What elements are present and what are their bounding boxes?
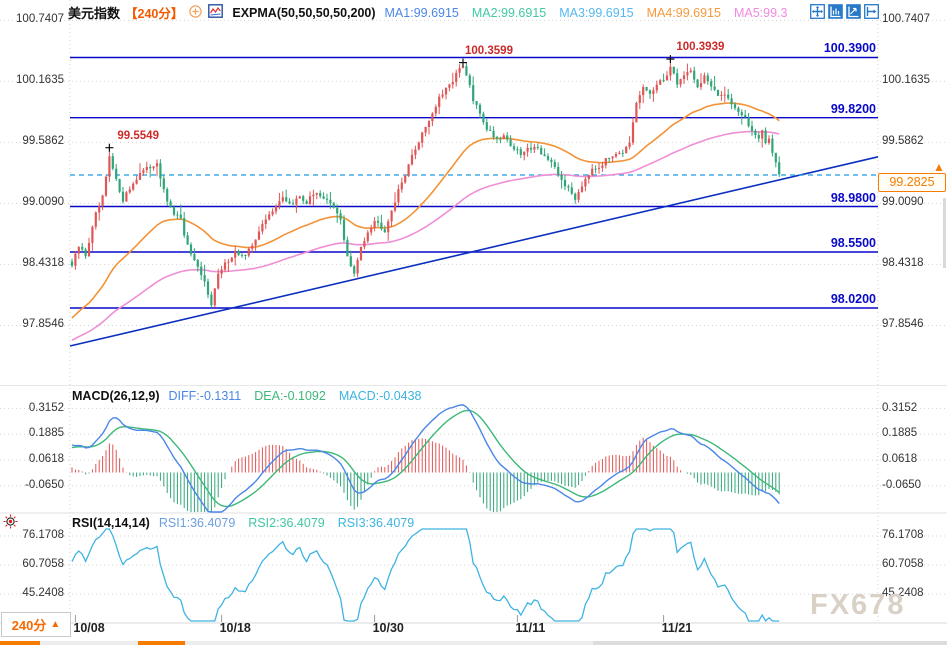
level-price-label: 98.0200 — [830, 291, 876, 306]
sun-icon[interactable] — [3, 514, 18, 534]
ma-value-label: MA4:99.6915 — [646, 5, 721, 20]
peak-annotation: 100.3599 — [465, 44, 513, 57]
date-label: 11/11 — [515, 621, 546, 635]
price-axis-label: 98.4318 — [22, 257, 64, 270]
rsi-title: RSI(14,14,14) — [72, 516, 150, 530]
ma-legend-items: MA1:99.6915 MA2:99.6915 MA3:99.6915 MA4:99.… — [385, 6, 788, 20]
rsi-axis-label: 76.1708 — [22, 529, 64, 541]
price-up-arrow-icon: ▲ — [933, 160, 945, 174]
level-price-label: 98.9800 — [830, 190, 876, 205]
scrollbar-thumb[interactable] — [138, 641, 185, 645]
macd-value-label: DIFF:-0.1311 — [168, 389, 242, 403]
rsi-axis-label: 76.1708 — [882, 529, 924, 541]
ma-value-label: MA5:99.3 — [733, 5, 788, 20]
macd-axis-label: 0.0618 — [28, 452, 64, 465]
period-label[interactable]: 【240分】 — [125, 7, 184, 21]
rsi-axis-label: 45.2408 — [22, 587, 64, 600]
rsi-legend-items: RSI1:36.4079 RSI2:36.4079 RSI3:36.4079 — [159, 516, 414, 530]
macd-axis-label: 0.0618 — [882, 452, 918, 465]
macd-axis-label: 0.3152 — [882, 401, 918, 414]
expma-label: EXPMA(50,50,50,50,200) — [232, 5, 376, 20]
rsi-value-label: RSI3:36.4079 — [337, 516, 415, 530]
macd-axis-label: 0.1885 — [882, 427, 918, 440]
date-label: 11/21 — [661, 621, 693, 635]
ma-value-label: MA2:99.6915 — [471, 5, 547, 20]
scrollbar-thumb[interactable] — [0, 641, 40, 645]
add-indicator-icon[interactable] — [189, 4, 203, 21]
level-price-label: 99.8200 — [830, 101, 876, 116]
peak-annotation: 99.5549 — [117, 129, 159, 142]
macd-axis-label: 0.1885 — [28, 427, 64, 440]
rsi-value-label: RSI1:36.4079 — [158, 516, 236, 530]
price-axis-label: 99.0090 — [882, 196, 924, 209]
date-label: 10/30 — [372, 621, 404, 635]
mini-chart-icon[interactable] — [208, 4, 224, 21]
rsi-axis-label: 60.7058 — [22, 558, 64, 570]
pan-right-icon[interactable] — [864, 4, 879, 19]
macd-legend: MACD(26,12,9) DIFF:-0.1311 DEA:-0.1092 MAC… — [72, 389, 422, 403]
period-selector-label: 240分 — [11, 618, 47, 633]
watermark: FX678 — [810, 589, 906, 621]
fit-y-axis-icon[interactable] — [828, 4, 843, 19]
macd-title: MACD(26,12,9) — [72, 389, 160, 403]
peak-annotation: 100.3939 — [676, 41, 725, 54]
macd-axis-label: 0.3152 — [28, 401, 64, 414]
price-axis-label: 97.8546 — [882, 318, 924, 331]
rsi-legend: RSI(14,14,14) RSI1:36.4079 RSI2:36.4079 RS… — [72, 516, 414, 530]
level-price-label: 100.3900 — [823, 41, 876, 56]
macd-axis-label: -0.0650 — [24, 478, 64, 491]
macd-value-label: DEA:-0.1092 — [254, 389, 326, 403]
price-axis-label: 100.7407 — [882, 13, 930, 26]
price-axis-label: 99.0090 — [22, 196, 64, 209]
price-axis-label: 98.4318 — [882, 257, 924, 270]
ma-value-label: MA3:99.6915 — [559, 5, 634, 20]
scale-y-axis-icon[interactable] — [846, 4, 861, 19]
level-price-label: 98.5500 — [830, 235, 876, 250]
move-crosshair-icon[interactable] — [810, 4, 825, 19]
current-price-tag: 99.2825 — [878, 173, 946, 192]
horizontal-scrollbar-track[interactable] — [0, 641, 947, 645]
date-label: 10/18 — [219, 621, 251, 635]
price-axis-label: 99.5862 — [22, 135, 64, 148]
macd-axis-label: -0.0650 — [882, 478, 922, 491]
up-arrow-icon: ▲ — [50, 619, 61, 630]
macd-legend-items: DIFF:-0.1311 DEA:-0.1092 MACD:-0.0438 — [169, 389, 422, 403]
scrollbar-segment — [593, 641, 947, 645]
rsi-value-label: RSI2:36.4079 — [248, 516, 325, 530]
rsi-axis-label: 45.2408 — [882, 587, 924, 600]
date-label: 10/08 — [73, 621, 105, 635]
rsi-axis-label: 60.7058 — [882, 558, 924, 570]
ma-value-label: MA1:99.6915 — [384, 5, 459, 20]
price-axis-label: 100.1635 — [882, 74, 930, 87]
chart-toolbar — [810, 4, 879, 19]
main-legend: 美元指数 【240分】 EXPMA(50,50,50,50,200) MA1:9… — [68, 3, 787, 22]
period-selector[interactable]: 240分 ▲ — [1, 612, 71, 637]
vertical-scrollbar-thumb[interactable] — [943, 198, 946, 268]
symbol-title: 美元指数 — [68, 6, 121, 21]
macd-value-label: MACD:-0.0438 — [338, 389, 422, 403]
price-axis-label: 100.1635 — [16, 74, 64, 87]
price-axis-label: 99.5862 — [882, 135, 924, 148]
price-axis-label: 100.7407 — [16, 13, 64, 26]
price-axis-label: 97.8546 — [22, 318, 64, 331]
